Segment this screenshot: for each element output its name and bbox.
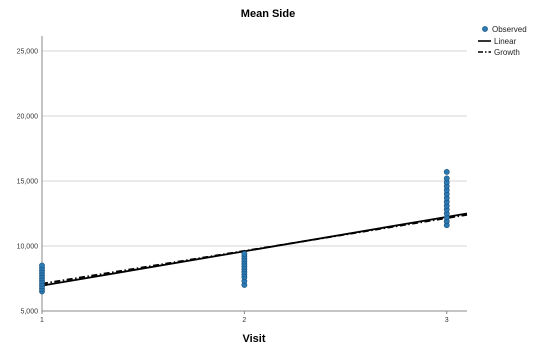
legend-growth-label: Growth <box>494 48 520 57</box>
fit-lines <box>41 212 468 287</box>
axes <box>41 36 467 314</box>
fit-line-growth <box>41 213 468 285</box>
y-tick-label: 5,000 <box>20 309 38 316</box>
x-tick-label: 2 <box>242 317 246 324</box>
y-tick-label: 10,000 <box>17 244 39 251</box>
tick-labels: 5,000 10,000 15,000 20,000 25,000 1 2 3 <box>17 49 449 325</box>
x-tick-label: 1 <box>40 317 44 324</box>
y-tick-label: 20,000 <box>17 114 39 121</box>
x-tick-label: 3 <box>445 317 449 324</box>
legend-linear-label: Linear <box>494 37 517 46</box>
x-axis-label: Visit <box>242 333 265 345</box>
legend-observed-label: Observed <box>492 25 527 34</box>
legend: Observed Linear Growth <box>478 25 527 57</box>
observed-points <box>39 168 450 295</box>
observed-point <box>241 250 248 257</box>
observed-point <box>39 262 45 269</box>
chart-title: Mean Side <box>241 8 295 20</box>
observed-point <box>443 175 450 182</box>
y-tick-label: 15,000 <box>17 179 39 186</box>
observed-point <box>443 168 450 175</box>
y-tick-label: 25,000 <box>17 49 39 56</box>
grid <box>42 50 467 312</box>
legend-observed-marker <box>482 26 488 32</box>
